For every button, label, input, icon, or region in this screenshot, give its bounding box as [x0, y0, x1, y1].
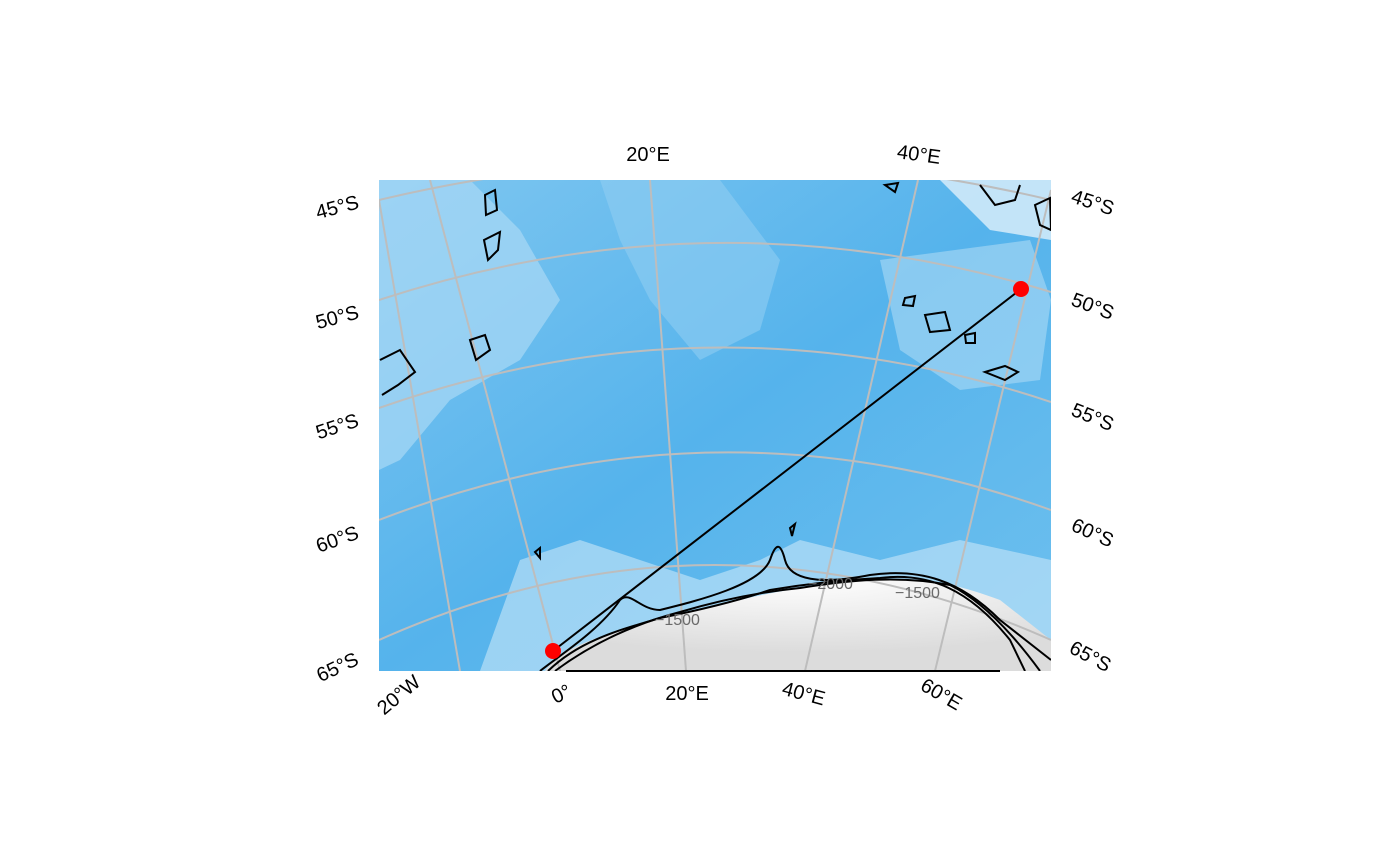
bottom-lon-label: 20°E — [665, 683, 709, 705]
left-lat-label: 65°S — [313, 649, 362, 687]
right-lat-label: 55°S — [1068, 399, 1117, 436]
right-lat-label: 60°S — [1068, 514, 1117, 552]
left-lat-label: 50°S — [313, 302, 361, 335]
map-panel: −2000 −1500 −1500 — [379, 180, 1051, 671]
contour-label: −1500 — [655, 612, 700, 629]
right-lat-label: 65°S — [1066, 637, 1115, 677]
bottom-lon-label: 0° — [548, 681, 575, 709]
right-lat-label: 50°S — [1068, 289, 1116, 325]
shallow-ridge-mid — [600, 180, 780, 360]
antarctica-ice — [545, 578, 1051, 671]
shallow-plateau-east — [880, 240, 1051, 390]
contour-label: −2000 — [808, 576, 853, 593]
bottom-lon-label: 20°W — [373, 671, 425, 720]
left-lat-label: 55°S — [313, 410, 361, 444]
top-lon-label: 20°E — [626, 144, 670, 166]
graticule — [379, 180, 1051, 671]
shallow-ridge-west — [379, 180, 560, 470]
bottom-lon-label: 40°E — [780, 678, 828, 711]
shallow-north-east — [940, 180, 1051, 240]
route-line — [552, 288, 1022, 652]
left-lat-label: 45°S — [313, 192, 361, 225]
right-lat-label: 45°S — [1068, 186, 1116, 220]
top-lon-label: 40°E — [896, 141, 942, 169]
bottom-lon-label: 60°E — [917, 674, 966, 715]
route-start-marker[interactable] — [545, 643, 561, 659]
contour-label: −1500 — [895, 585, 940, 602]
left-lat-label: 60°S — [313, 522, 361, 558]
bathymetry-contours — [379, 181, 1051, 671]
route-end-marker[interactable] — [1013, 281, 1029, 297]
